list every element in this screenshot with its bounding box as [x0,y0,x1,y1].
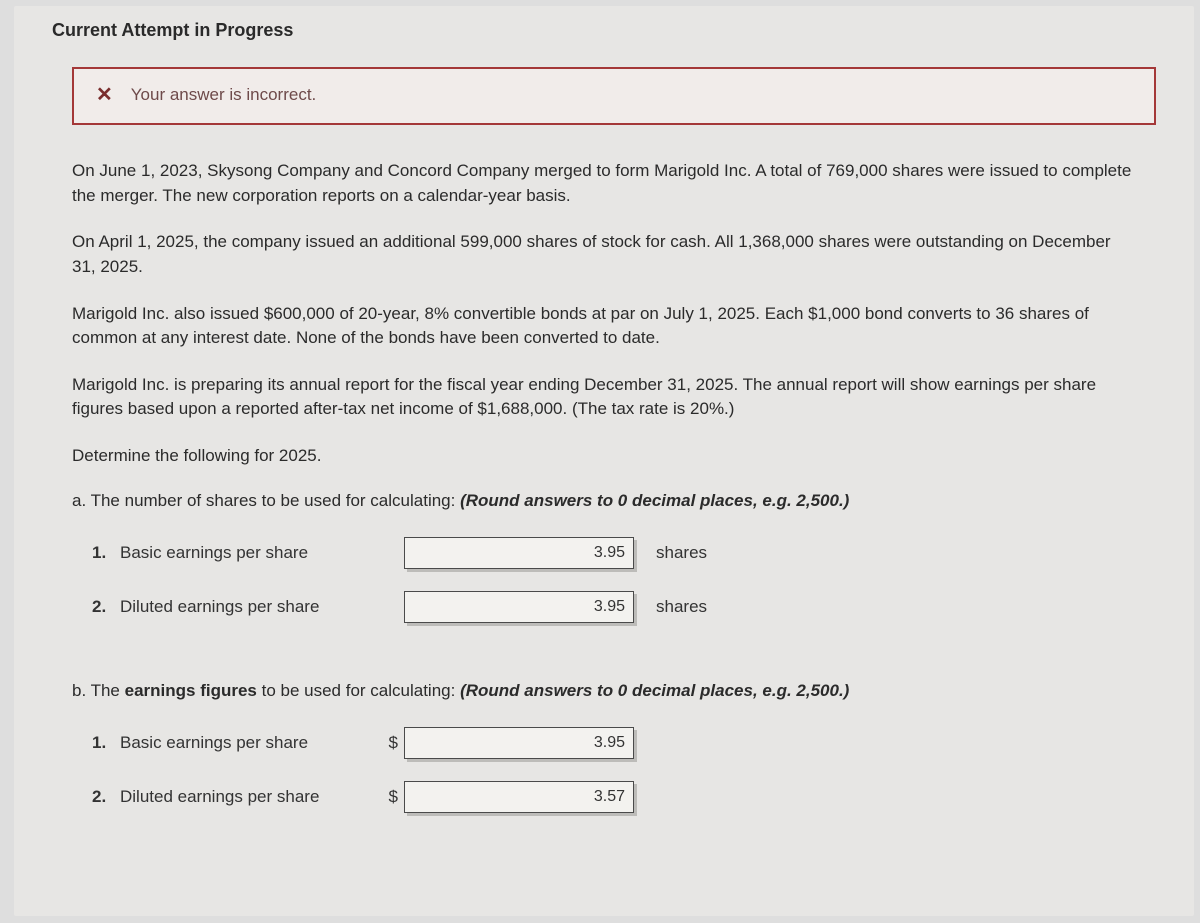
close-icon: ✕ [96,85,113,105]
paragraph-5: Determine the following for 2025. [72,444,1136,469]
row-label: Diluted earnings per share [120,787,380,807]
basic-eps-earnings-input[interactable]: 3.95 [404,727,634,759]
question-body: On June 1, 2023, Skysong Company and Con… [72,159,1136,469]
paragraph-2: On April 1, 2025, the company issued an … [72,230,1136,279]
row-suffix: shares [634,597,707,617]
section-a-hint: (Round answers to 0 decimal places, e.g.… [460,491,849,510]
paragraph-3: Marigold Inc. also issued $600,000 of 20… [72,302,1136,351]
section-b-row-2: 2. Diluted earnings per share $ 3.57 [72,781,1136,813]
section-a-prompt: a. The number of shares to be used for c… [72,491,1136,511]
paragraph-1: On June 1, 2023, Skysong Company and Con… [72,159,1136,208]
section-b-text-1: b. The [72,681,125,700]
section-a-text: a. The number of shares to be used for c… [72,491,460,510]
row-label: Basic earnings per share [120,733,380,753]
section-b-hint: (Round answers to 0 decimal places, e.g.… [460,681,849,700]
section-b-bold: earnings figures [125,681,257,700]
row-label: Diluted earnings per share [120,597,380,617]
row-label: Basic earnings per share [120,543,380,563]
diluted-eps-earnings-input[interactable]: 3.57 [404,781,634,813]
question-page: Current Attempt in Progress ✕ Your answe… [14,6,1194,916]
row-number: 2. [72,787,120,807]
diluted-eps-shares-input[interactable]: 3.95 [404,591,634,623]
section-a-row-2: 2. Diluted earnings per share 3.95 share… [72,591,1136,623]
dollar-prefix: $ [380,733,404,753]
row-number: 1. [72,543,120,563]
section-a-row-1: 1. Basic earnings per share 3.95 shares [72,537,1136,569]
section-b-prompt: b. The earnings figures to be used for c… [72,681,1136,701]
alert-message: Your answer is incorrect. [131,85,317,105]
incorrect-alert: ✕ Your answer is incorrect. [72,67,1156,125]
row-suffix: shares [634,543,707,563]
section-b-text-2: to be used for calculating: [257,681,460,700]
page-title: Current Attempt in Progress [52,20,1156,41]
paragraph-4: Marigold Inc. is preparing its annual re… [72,373,1136,422]
section-b-row-1: 1. Basic earnings per share $ 3.95 [72,727,1136,759]
dollar-prefix: $ [380,787,404,807]
row-number: 2. [72,597,120,617]
row-number: 1. [72,733,120,753]
basic-eps-shares-input[interactable]: 3.95 [404,537,634,569]
